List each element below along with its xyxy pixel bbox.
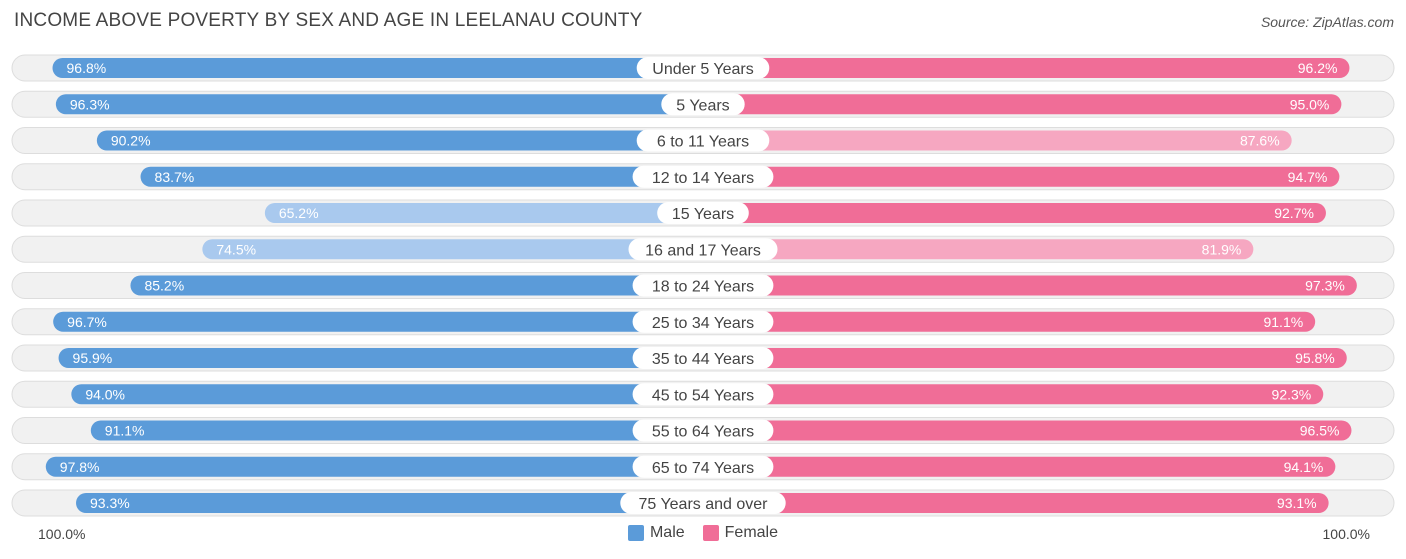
category-label-background: [632, 347, 774, 369]
female-bar: [703, 166, 1340, 187]
female-bar: [703, 203, 1326, 223]
female-value-label: 96.5%: [1300, 423, 1340, 439]
male-value-label: 96.8%: [67, 60, 107, 76]
category-label-background: [636, 57, 770, 79]
male-bar: [90, 420, 704, 441]
female-bar: [703, 493, 1329, 513]
male-bar: [55, 94, 703, 115]
male-bar: [202, 239, 704, 260]
category-label-background: [661, 93, 745, 116]
male-value-label: 65.2%: [279, 205, 319, 221]
male-value-label: 94.0%: [85, 386, 125, 402]
female-value-label: 94.7%: [1288, 169, 1328, 185]
category-label-background: [620, 492, 786, 514]
female-bar: [703, 239, 1254, 260]
male-bar: [53, 311, 703, 332]
legend-item-male[interactable]: Male: [627, 524, 685, 542]
female-value-label: 87.6%: [1240, 133, 1280, 149]
category-label: 15 Years: [672, 206, 734, 223]
female-bar: [703, 130, 1292, 151]
male-bar: [58, 348, 703, 368]
female-value-label: 91.1%: [1263, 314, 1303, 330]
male-value-label: 90.2%: [111, 133, 151, 149]
male-value-label: 91.1%: [105, 423, 145, 439]
category-label-background: [632, 455, 774, 478]
male-bar: [264, 203, 703, 223]
category-label: 65 to 74 Years: [652, 460, 754, 477]
male-bar: [96, 130, 703, 151]
source-label: Source: ZipAtlas.com: [1260, 14, 1394, 30]
legend-label-female: Female: [724, 524, 779, 541]
legend-item-female[interactable]: Female: [702, 524, 779, 542]
female-bar: [703, 384, 1324, 405]
male-value-label: 95.9%: [73, 350, 113, 366]
female-value-label: 94.1%: [1284, 459, 1324, 475]
category-label: 6 to 11 Years: [657, 134, 749, 151]
female-value-label: 81.9%: [1202, 241, 1242, 257]
male-value-label: 74.5%: [216, 241, 256, 257]
legend: Male Female: [0, 524, 1406, 542]
category-label: Under 5 Years: [652, 61, 753, 78]
bar-chart: 96.8% 96.2% Under 5 Years 96.3% 95.0% 5 Years…: [11, 54, 1395, 517]
category-label: 75 Years and over: [639, 496, 769, 513]
legend-label-male: Male: [649, 524, 685, 541]
category-label-background: [632, 419, 774, 442]
female-value-label: 96.2%: [1298, 60, 1338, 76]
male-value-label: 93.3%: [90, 495, 130, 511]
female-bar: [703, 348, 1347, 368]
category-label-background: [632, 383, 774, 406]
category-label: 35 to 44 Years: [652, 351, 754, 368]
male-bar: [130, 275, 703, 296]
legend-swatch-male: [627, 525, 644, 541]
male-bar: [140, 166, 703, 187]
male-bar: [71, 384, 703, 405]
male-bar: [76, 493, 704, 513]
category-label-background: [636, 129, 770, 152]
female-value-label: 95.8%: [1295, 350, 1335, 366]
category-label: 45 to 54 Years: [652, 387, 754, 404]
category-label: 16 and 17 Years: [645, 242, 761, 259]
category-label: 25 to 34 Years: [652, 315, 754, 332]
legend-swatch-female: [702, 525, 719, 541]
category-label-background: [628, 238, 778, 261]
female-value-label: 92.7%: [1274, 205, 1314, 221]
axis-right-label: 100.0%: [1322, 526, 1370, 542]
male-value-label: 83.7%: [155, 169, 195, 185]
female-bar: [703, 94, 1342, 115]
category-label: 55 to 64 Years: [652, 424, 754, 441]
female-value-label: 92.3%: [1272, 386, 1312, 402]
female-bar: [703, 311, 1316, 332]
female-value-label: 93.1%: [1277, 495, 1317, 511]
category-label: 18 to 24 Years: [652, 279, 754, 296]
category-label-background: [657, 202, 749, 224]
male-value-label: 96.7%: [67, 314, 107, 330]
male-bar: [52, 58, 703, 78]
chart-title: INCOME ABOVE POVERTY BY SEX AND AGE IN L…: [14, 10, 643, 31]
female-bar: [703, 58, 1350, 78]
female-value-label: 97.3%: [1305, 278, 1345, 294]
axis-left-label: 100.0%: [38, 526, 86, 542]
female-bar: [703, 456, 1336, 477]
category-label-background: [632, 310, 774, 333]
male-value-label: 85.2%: [144, 278, 184, 294]
male-bar: [45, 456, 704, 477]
category-label: 5 Years: [676, 97, 729, 114]
male-value-label: 97.8%: [60, 459, 100, 475]
category-label: 12 to 14 Years: [652, 170, 754, 187]
female-bar: [703, 420, 1352, 441]
male-value-label: 96.3%: [70, 96, 110, 112]
female-bar: [703, 275, 1357, 296]
category-label-background: [632, 165, 774, 188]
category-label-background: [632, 274, 774, 297]
female-value-label: 95.0%: [1290, 96, 1330, 112]
